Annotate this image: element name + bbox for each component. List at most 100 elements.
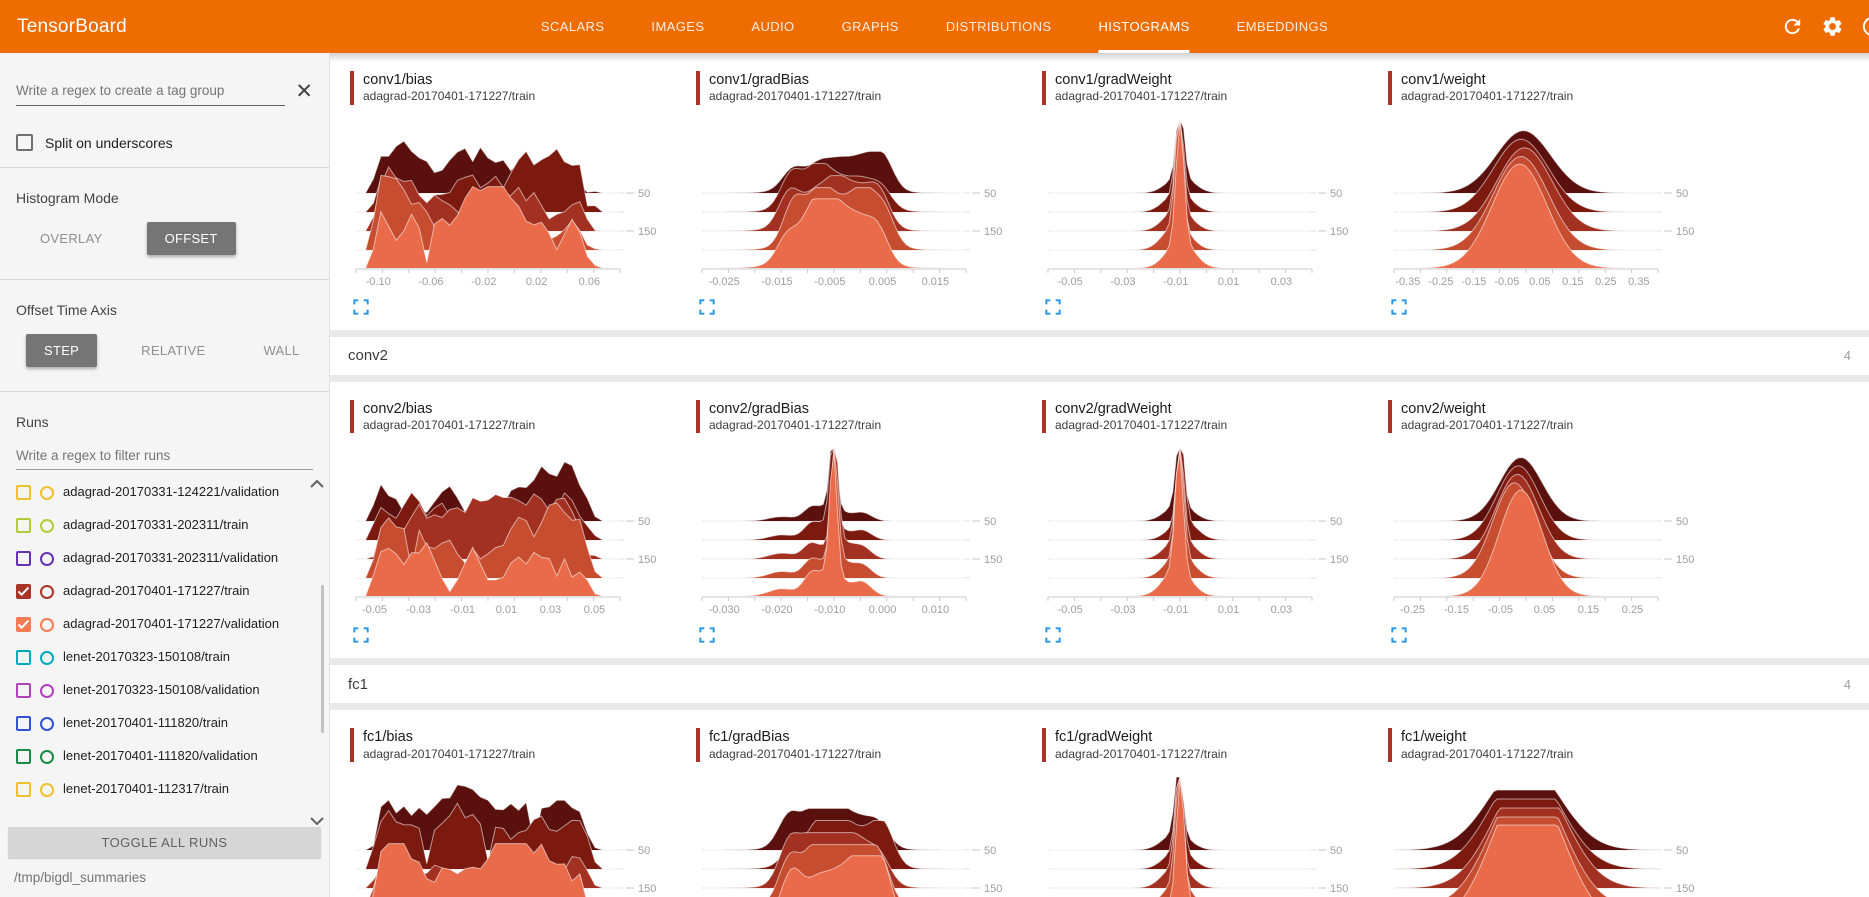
ridgeline-histogram-chart[interactable]: 150 50 -0.25 -0.15 -0.05 0.05 0.15 0.25	[1388, 445, 1710, 623]
svg-text:150: 150	[1330, 226, 1348, 238]
run-checkbox[interactable]	[16, 650, 31, 665]
run-checkbox[interactable]	[16, 782, 31, 797]
run-radio[interactable]	[40, 749, 54, 764]
settings-icon[interactable]	[1821, 15, 1844, 38]
run-row[interactable]: lenet-20170323-150108/train	[16, 641, 305, 674]
option-offset-button[interactable]: OFFSET	[146, 222, 236, 255]
svg-text:0.010: 0.010	[922, 604, 950, 616]
tab-graphs[interactable]: GRAPHS	[841, 19, 899, 34]
expand-icon[interactable]	[1045, 299, 1061, 315]
content-area[interactable]: conv1/bias adagrad-20170401-171227/train 1…	[330, 53, 1869, 897]
tab-audio[interactable]: AUDIO	[751, 19, 795, 34]
svg-text:150: 150	[984, 226, 1002, 238]
card-header: fc1/weight adagrad-20170401-171227/train	[1388, 728, 1716, 763]
toggle-all-runs-button[interactable]: TOGGLE ALL RUNS	[8, 827, 321, 858]
runs-label: Runs	[16, 414, 49, 430]
option-wall-button[interactable]: WALL	[249, 334, 313, 367]
ridgeline-histogram-chart[interactable]: 150 50 -0.05 -0.03 -0.01 0.01 0.03 0.05	[350, 445, 672, 623]
run-checkbox[interactable]	[16, 683, 31, 698]
runs-scrollbar-thumb[interactable]	[321, 584, 324, 734]
run-radio[interactable]	[40, 716, 54, 731]
run-checkbox[interactable]	[16, 716, 31, 731]
option-overlay-button[interactable]: OVERLAY	[26, 222, 117, 255]
tab-histograms[interactable]: HISTOGRAMS	[1098, 0, 1190, 53]
option-relative-button[interactable]: RELATIVE	[127, 334, 219, 367]
section-card-count: 4	[1843, 348, 1851, 364]
ridgeline-histogram-chart[interactable]: 150 50 -0.025 -0.015 -0.005 0.005 0.015	[696, 117, 1018, 295]
chevron-up-icon[interactable]	[309, 476, 325, 488]
tab-distributions[interactable]: DISTRIBUTIONS	[945, 19, 1052, 34]
ridgeline-histogram-chart[interactable]: 150 50 -0.05 -0.03 -0.01 0.01 0.03	[1042, 445, 1364, 623]
run-row[interactable]: lenet-20170401-111820/validation	[16, 740, 305, 773]
run-radio[interactable]	[40, 617, 54, 632]
chevron-down-icon[interactable]	[309, 813, 325, 825]
svg-text:50: 50	[638, 516, 650, 528]
ridgeline-histogram-chart[interactable]: 150 50 -0.030 -0.020 -0.010 0.000 0.010	[696, 445, 1018, 623]
histogram-card-conv2-gradBias: conv2/gradBias adagrad-20170401-171227/tr…	[690, 394, 1028, 651]
card-run-name: adagrad-20170401-171227/train	[1055, 89, 1228, 104]
card-header: conv1/gradWeight adagrad-20170401-171227/…	[1042, 71, 1370, 105]
split-on-underscores-toggle[interactable]: Split on underscores	[0, 124, 329, 161]
expand-icon[interactable]	[353, 299, 369, 315]
tag-filter-input[interactable]	[16, 77, 286, 106]
ridgeline-histogram-chart[interactable]: 150 50 -0.05 -0.03 -0.01 0.01 0.03	[1042, 117, 1364, 295]
card-title: conv2/weight	[1401, 400, 1486, 417]
ridgeline-histogram-chart[interactable]: 150 50	[1042, 774, 1364, 897]
svg-text:50: 50	[984, 188, 996, 200]
svg-text:-0.02: -0.02	[471, 276, 496, 288]
help-icon[interactable]: ?	[1861, 15, 1869, 38]
ridgeline-histogram-chart[interactable]: 150 50	[1388, 774, 1710, 897]
expand-icon[interactable]	[1391, 299, 1407, 315]
tab-images[interactable]: IMAGES	[651, 19, 705, 34]
run-row[interactable]: lenet-20170323-150108/validation	[16, 674, 305, 707]
svg-text:-0.03: -0.03	[1110, 604, 1135, 616]
run-row[interactable]: lenet-20170401-111820/train	[16, 707, 305, 740]
clear-icon[interactable]: ✕	[295, 80, 313, 103]
ridgeline-histogram-chart[interactable]: 150 50 -0.10 -0.06 -0.02 0.02 0.06	[350, 117, 672, 295]
section-card-count: 4	[1843, 676, 1851, 692]
card-title: fc1/bias	[363, 729, 413, 746]
section-name: conv2	[348, 347, 389, 365]
run-checkbox[interactable]	[16, 749, 31, 764]
tab-scalars[interactable]: SCALARS	[540, 19, 605, 34]
expand-icon[interactable]	[1391, 627, 1407, 644]
run-row[interactable]: lenet-20170401-112317/train	[16, 773, 305, 806]
run-radio[interactable]	[40, 683, 54, 698]
svg-text:0.01: 0.01	[1218, 276, 1239, 288]
sidebar: ✕ Split on underscores Histogram Mode OV…	[0, 53, 330, 897]
run-radio[interactable]	[40, 518, 54, 533]
svg-text:50: 50	[984, 516, 996, 528]
run-radio[interactable]	[40, 551, 54, 566]
svg-text:50: 50	[1330, 845, 1342, 857]
run-row[interactable]: adagrad-20170331-202311/validation	[16, 542, 305, 575]
run-checkbox[interactable]	[16, 617, 31, 632]
run-radio[interactable]	[40, 782, 54, 797]
ridgeline-histogram-chart[interactable]: 150 50	[696, 774, 1018, 897]
option-step-button[interactable]: STEP	[26, 334, 98, 367]
run-row[interactable]: adagrad-20170401-171227/train	[16, 575, 305, 608]
run-row[interactable]: adagrad-20170331-202311/train	[16, 509, 305, 542]
run-checkbox[interactable]	[16, 551, 31, 566]
run-radio[interactable]	[40, 584, 54, 599]
ridgeline-histogram-chart[interactable]: 150 50	[350, 774, 672, 897]
expand-icon[interactable]	[699, 627, 715, 644]
expand-icon[interactable]	[1045, 627, 1061, 644]
runs-filter-input[interactable]	[16, 444, 313, 470]
expand-icon[interactable]	[699, 299, 715, 315]
section-name: fc1	[348, 675, 369, 693]
card-title: fc1/gradBias	[709, 729, 790, 746]
run-radio[interactable]	[40, 485, 54, 500]
run-checkbox[interactable]	[16, 518, 31, 533]
run-row[interactable]: adagrad-20170401-171227/validation	[16, 608, 305, 641]
section-header-conv2[interactable]: conv2 4	[330, 337, 1869, 375]
ridgeline-histogram-chart[interactable]: 150 50 -0.35 -0.25 -0.15 -0.05 0.05 0.15 0.25 0.3…	[1388, 117, 1710, 295]
run-radio[interactable]	[40, 650, 54, 665]
run-checkbox[interactable]	[16, 485, 31, 500]
section-header-fc1[interactable]: fc1 4	[330, 665, 1869, 703]
expand-icon[interactable]	[353, 627, 369, 644]
tab-embeddings[interactable]: EMBEDDINGS	[1236, 19, 1329, 34]
refresh-icon[interactable]	[1781, 15, 1804, 38]
checkbox-icon[interactable]	[16, 134, 33, 151]
run-row[interactable]: adagrad-20170331-124221/validation	[16, 476, 305, 509]
run-checkbox[interactable]	[16, 584, 31, 599]
